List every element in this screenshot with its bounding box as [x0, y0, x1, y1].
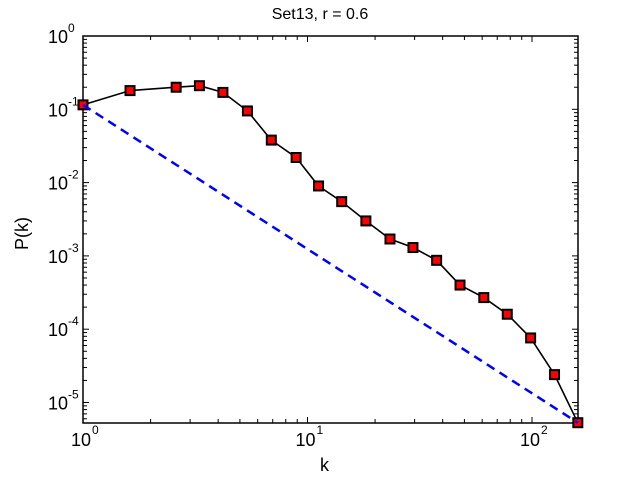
- data-point-marker: [549, 369, 561, 381]
- y-tick-label: 10: [48, 247, 68, 267]
- y-tick-label: 10: [48, 27, 68, 47]
- data-point-marker: [265, 134, 277, 146]
- y-tick-label: 10: [48, 174, 68, 194]
- x-tick-label: 10: [71, 430, 91, 450]
- data-point-marker: [525, 332, 537, 344]
- data-point-marker: [290, 152, 302, 164]
- x-tick-label: 10: [296, 430, 316, 450]
- data-point-marker: [217, 86, 229, 98]
- y-tick-exponent: 0: [68, 21, 75, 35]
- y-axis-label: P(k): [12, 217, 32, 250]
- data-point-marker: [170, 81, 182, 93]
- data-point-marker: [478, 292, 490, 304]
- y-tick-label: 10: [48, 100, 68, 120]
- y-tick-exponent: -3: [68, 241, 79, 255]
- data-point-marker: [407, 242, 419, 254]
- data-point-marker: [124, 85, 136, 97]
- data-point-marker: [501, 308, 513, 320]
- plot-axes: [82, 35, 579, 424]
- chart-title: Set13, r = 0.6: [271, 6, 369, 23]
- x-tick-exponent: 0: [92, 423, 99, 437]
- y-tick-exponent: -4: [68, 314, 79, 328]
- x-axis-label: k: [320, 455, 329, 475]
- data-point-marker: [454, 279, 466, 291]
- data-point-marker: [384, 233, 396, 245]
- x-tick-label: 10: [520, 430, 540, 450]
- y-tick-label: 10: [48, 320, 68, 340]
- data-point-marker: [241, 105, 253, 117]
- data-point-marker: [193, 80, 205, 92]
- data-point-marker: [313, 180, 325, 192]
- data-point-marker: [77, 99, 89, 111]
- data-point-marker: [360, 215, 372, 227]
- y-tick-label: 10: [48, 394, 68, 414]
- data-point-marker: [336, 196, 348, 208]
- y-tick-exponent: -1: [68, 94, 79, 108]
- y-tick-exponent: -2: [68, 168, 79, 182]
- data-point-marker: [572, 417, 584, 429]
- y-tick-exponent: -5: [68, 388, 79, 402]
- data-point-marker: [431, 254, 443, 266]
- data-line: [82, 84, 579, 424]
- x-tick-exponent: 1: [317, 423, 324, 437]
- x-tick-exponent: 2: [541, 423, 548, 437]
- reference-line: [82, 103, 579, 424]
